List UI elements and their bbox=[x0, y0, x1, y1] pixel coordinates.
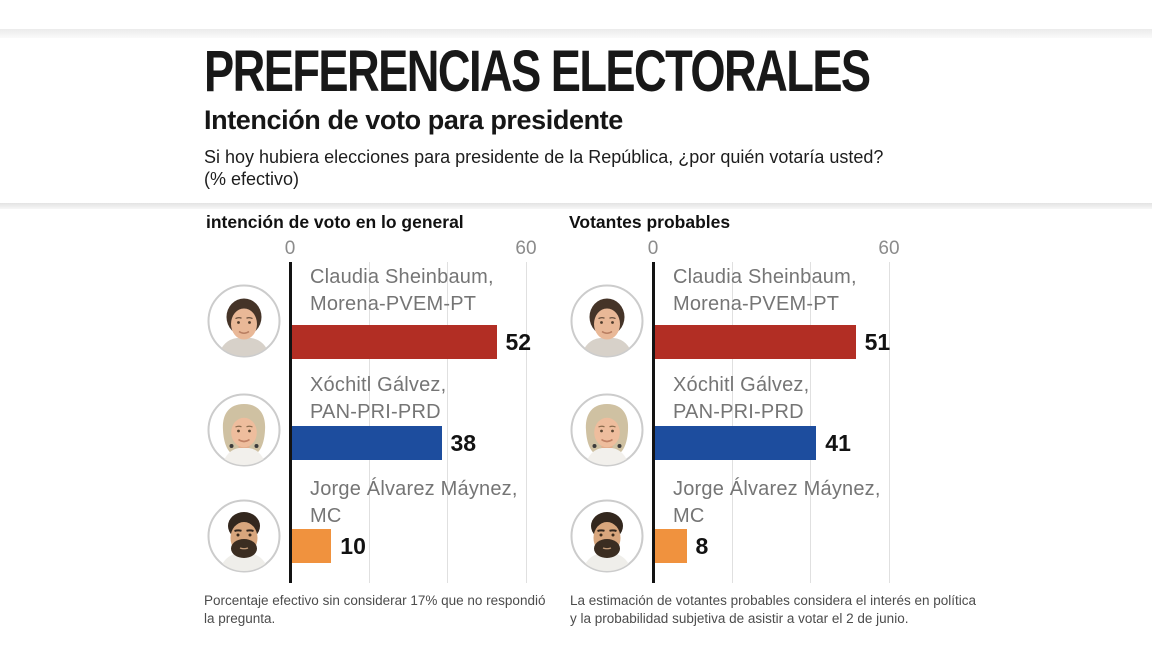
candidate-name: Jorge Álvarez Máynez, MC bbox=[673, 476, 881, 530]
y-axis-line bbox=[652, 262, 655, 583]
bar-row-galvez: 38 bbox=[292, 426, 476, 460]
avatar-xochitl-galvez bbox=[569, 392, 645, 468]
candidate-name: Jorge Álvarez Máynez, MC bbox=[310, 476, 518, 530]
candidate-name: Xóchitl Gálvez, PAN-PRI-PRD bbox=[310, 372, 446, 426]
page-title: PREFERENCIAS ELECTORALES bbox=[204, 39, 871, 104]
candidate-party-line: Morena-PVEM-PT bbox=[673, 293, 840, 315]
avatar-jorge-alvarez-maynez bbox=[206, 498, 282, 574]
bar-galvez bbox=[655, 426, 817, 460]
gridline-20 bbox=[732, 262, 733, 583]
value-label: 52 bbox=[505, 328, 532, 355]
candidate-name: Claudia Sheinbaum, Morena-PVEM-PT bbox=[673, 264, 857, 318]
bar-row-sheinbaum: 51 bbox=[655, 325, 890, 359]
axis-tick-sixty: 60 bbox=[515, 238, 537, 259]
candidate-name-line1: Jorge Álvarez Máynez, bbox=[310, 478, 518, 500]
candidate-name-line1: Xóchitl Gálvez, bbox=[673, 374, 810, 396]
bar-maynez bbox=[655, 529, 687, 563]
gridline-40 bbox=[810, 262, 811, 583]
value-label: 41 bbox=[825, 429, 851, 456]
candidate-party-line: Morena-PVEM-PT bbox=[310, 293, 477, 315]
gridline-40 bbox=[447, 262, 448, 583]
value-label: 51 bbox=[864, 328, 891, 355]
bar-row-maynez: 10 bbox=[292, 529, 366, 563]
candidate-name: Xóchitl Gálvez, PAN-PRI-PRD bbox=[673, 372, 809, 426]
candidate-party-line: MC bbox=[673, 505, 705, 527]
avatar-claudia-sheinbaum bbox=[569, 283, 645, 359]
candidate-name-line1: Xóchitl Gálvez, bbox=[310, 374, 447, 396]
footnote-general: Porcentaje efectivo sin considerar 17% q… bbox=[204, 593, 546, 626]
value-label: 38 bbox=[450, 429, 477, 456]
avatar-jorge-alvarez-maynez bbox=[569, 498, 645, 574]
gridline-60 bbox=[889, 262, 890, 583]
scan-texture-band bbox=[0, 203, 1152, 209]
chart-general-vote-intention: intención de voto en lo general 0 60 bbox=[204, 212, 576, 648]
axis-tick-zero: 0 bbox=[284, 238, 296, 259]
chart-title: intención de voto en lo general bbox=[206, 212, 464, 232]
chart-likely-voters: Votantes probables 0 60 bbox=[567, 212, 939, 648]
bar-row-maynez: 8 bbox=[655, 529, 708, 563]
bar-sheinbaum bbox=[655, 325, 856, 359]
candidate-party-line: PAN-PRI-PRD bbox=[310, 401, 441, 423]
gridline-20 bbox=[369, 262, 370, 583]
survey-question: Si hoy hubiera elecciones para president… bbox=[204, 147, 884, 189]
value-label: 10 bbox=[340, 532, 366, 559]
bar-sheinbaum bbox=[292, 325, 497, 359]
footnote-likely-voters: La estimación de votantes probables cons… bbox=[570, 593, 976, 626]
scan-texture-band bbox=[0, 29, 1152, 38]
candidate-party-line: PAN-PRI-PRD bbox=[673, 401, 804, 423]
axis-tick-zero: 0 bbox=[647, 238, 659, 259]
avatar-xochitl-galvez bbox=[206, 392, 282, 468]
axis-tick-sixty: 60 bbox=[878, 238, 900, 259]
candidate-name-line1: Claudia Sheinbaum, bbox=[310, 266, 494, 288]
avatar-claudia-sheinbaum bbox=[206, 283, 282, 359]
y-axis-line bbox=[289, 262, 292, 583]
candidate-name-line1: Jorge Álvarez Máynez, bbox=[673, 478, 881, 500]
bar-galvez bbox=[292, 426, 442, 460]
candidate-name-line1: Claudia Sheinbaum, bbox=[673, 266, 857, 288]
gridline-60 bbox=[526, 262, 527, 583]
bar-row-galvez: 41 bbox=[655, 426, 851, 460]
bar-row-sheinbaum: 52 bbox=[292, 325, 531, 359]
chart-title: Votantes probables bbox=[569, 212, 731, 232]
bar-maynez bbox=[292, 529, 332, 563]
candidate-party-line: MC bbox=[310, 505, 342, 527]
page-subtitle: Intención de voto para presidente bbox=[204, 105, 623, 135]
value-label: 8 bbox=[695, 532, 709, 559]
candidate-name: Claudia Sheinbaum, Morena-PVEM-PT bbox=[310, 264, 494, 318]
